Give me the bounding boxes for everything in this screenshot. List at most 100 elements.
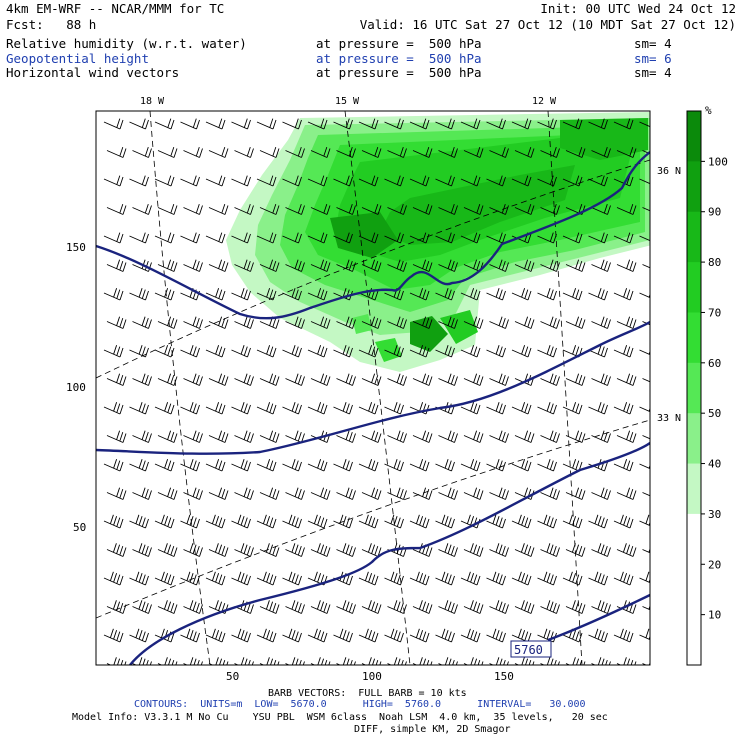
wind-barb: [180, 402, 200, 415]
wind-barb: [180, 232, 200, 244]
wind-barb: [642, 661, 650, 665]
colorbar-tick-label: 50: [708, 407, 721, 420]
wind-barb: [591, 487, 611, 500]
wind-barb: [460, 232, 481, 244]
wind-barb: [486, 628, 506, 643]
wind-barb: [463, 316, 484, 329]
field-height-sm: sm= 6: [634, 51, 672, 66]
wind-barb: [361, 487, 382, 500]
wind-barb: [106, 600, 127, 614]
wind-barb: [103, 571, 124, 586]
contour-legend: CONTOURS: UNITS=m LOW= 5670.0 HIGH= 5760…: [134, 699, 586, 710]
contour-label-box: [510, 640, 552, 658]
wind-barb: [565, 430, 586, 443]
wind-barb: [307, 232, 328, 244]
wind-barb: [540, 203, 560, 215]
wind-barb: [616, 316, 637, 329]
wind-barb: [180, 628, 200, 643]
wind-barb: [282, 175, 302, 187]
wind-barb: [358, 628, 379, 643]
wind-barb: [154, 118, 175, 130]
wind-barb: [180, 571, 200, 586]
colorbar-segment: [687, 513, 701, 565]
wind-barb: [336, 146, 356, 158]
wind-barb: [537, 232, 557, 244]
wind-barb: [256, 402, 277, 415]
contour-5670: [96, 151, 650, 320]
wind-barb: [310, 600, 331, 614]
wind-barb: [588, 402, 608, 415]
field-wind-sm: sm= 4: [634, 65, 672, 80]
wind-barb: [537, 118, 557, 130]
wind-barb: [562, 288, 583, 301]
wind-barb: [106, 203, 127, 215]
wind-barb: [463, 373, 484, 386]
wind-barb: [282, 118, 302, 130]
wind-barb: [154, 459, 175, 472]
wind-barb: [336, 259, 356, 272]
wind-barb: [208, 373, 229, 386]
wind-barb: [231, 459, 251, 472]
wind-barb: [333, 628, 353, 643]
wind-barb: [180, 175, 200, 187]
wind-barb: [282, 288, 302, 301]
wind-barb: [486, 232, 506, 244]
wind-barb: [616, 259, 637, 272]
wind-barb: [642, 207, 650, 212]
lat-label-36n: 36 N: [657, 166, 681, 177]
wind-barb: [463, 259, 484, 272]
wind-barb: [234, 316, 254, 329]
wind-barb: [489, 316, 509, 329]
wind-barb: [285, 430, 305, 443]
wind-barb: [540, 543, 560, 557]
wind-barb: [208, 487, 229, 500]
wind-barb: [282, 628, 302, 643]
wind-barb: [565, 316, 586, 329]
wind-barb: [282, 402, 302, 415]
wind-barb: [234, 430, 254, 443]
wind-barb: [565, 373, 586, 386]
wind-barb: [588, 118, 608, 130]
wind-barb: [358, 345, 379, 358]
wind-barb: [132, 373, 152, 386]
wind-barb: [358, 175, 379, 187]
wind-barb: [336, 657, 356, 665]
wind-barb: [103, 175, 124, 187]
wind-barb: [463, 203, 484, 215]
wind-barb: [154, 175, 175, 187]
wind-barb: [435, 571, 455, 586]
wind-barb: [259, 373, 280, 386]
colorbar-segment: [687, 413, 701, 465]
wind-barb: [639, 463, 650, 470]
wind-barb: [562, 118, 583, 130]
wind-barb: [387, 600, 407, 614]
field-height-pressure: at pressure = 500 hPa: [316, 51, 482, 66]
wind-barb: [106, 430, 127, 443]
wind-barb: [231, 345, 251, 358]
colorbar: % 100 90 80 70 60 50 40 30 20 10: [686, 104, 728, 666]
wind-barb: [358, 514, 379, 529]
wind-barb: [514, 146, 535, 158]
colorbar-segment: [687, 161, 701, 213]
wind-barb: [486, 288, 506, 301]
x-tick-100: 100: [362, 670, 382, 683]
wind-barb: [132, 543, 152, 557]
wind-barb: [103, 628, 124, 643]
wind-barb: [514, 430, 535, 443]
wind-barb: [333, 118, 353, 130]
wind-barb: [361, 600, 382, 614]
wind-barb: [285, 543, 305, 557]
wind-barb: [460, 571, 481, 586]
wind-barb: [409, 514, 430, 529]
wind-barb: [157, 259, 178, 272]
wind-barb: [234, 657, 254, 665]
wind-barb: [129, 288, 149, 301]
y-tick-100: 100: [66, 381, 86, 394]
wind-barb: [361, 316, 382, 329]
wind-barb: [435, 288, 455, 301]
lon-label-12w: 12 W: [532, 96, 557, 107]
wind-barb: [489, 600, 509, 614]
wind-barb: [562, 175, 583, 187]
wind-barb: [409, 232, 430, 244]
wind-barb: [333, 402, 353, 415]
